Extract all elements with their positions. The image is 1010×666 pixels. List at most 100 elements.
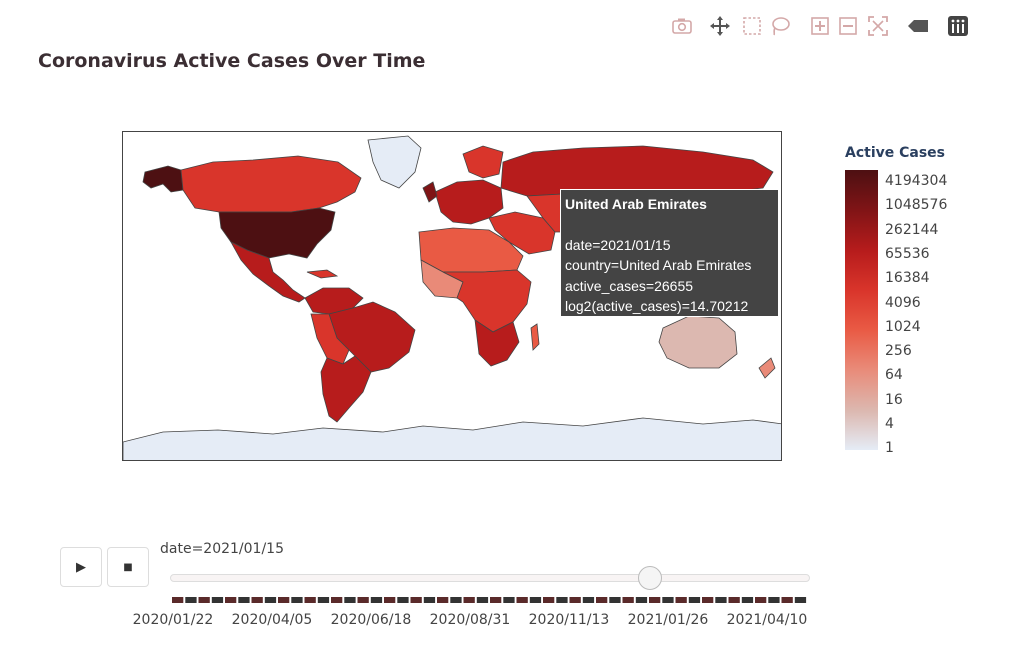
hover-tooltip: United Arab Emirates date=2021/01/15 cou… [560,189,779,317]
play-button[interactable]: ▶ [60,547,102,587]
slider-tick-mark [185,597,197,603]
country-antarctica [123,417,781,460]
country-australia [658,315,738,369]
tooltip-log-cases: log2(active_cases)=14.70212 [565,298,749,314]
slider-tick-label: 2020/06/18 [330,612,412,628]
slider-tick-mark [662,597,674,603]
slider-tick-mark [755,597,767,603]
slider-tick-mark [688,597,701,603]
slider-tick-label: 2021/01/26 [627,612,709,628]
country-colombia-venezuela [304,287,364,315]
colorbar [845,170,878,450]
colorbar-tick-label: 1048576 [885,197,948,214]
colorbar-tick-label: 256 [885,343,912,360]
slider-tick-marks [172,597,807,603]
slider-tick-mark [609,597,621,603]
country-scandinavia [462,145,504,179]
slider-tick-mark [450,597,462,603]
slider-tick-mark [410,597,422,603]
slider-tick-mark [317,597,330,603]
colorbar-tick-label: 1 [885,440,894,457]
slider-tick-mark [278,597,290,603]
slider-tick-mark [702,597,714,603]
stop-icon: ■ [123,561,133,573]
slider-tick-mark [251,597,263,603]
slider-tick-mark [423,597,436,603]
slider-tick-mark [728,597,740,603]
colorbar-tick-label: 65536 [885,245,930,262]
colorbar-tick-label: 262144 [885,221,939,238]
slider-tick-mark [384,597,396,603]
play-icon: ▶ [76,559,86,575]
colorbar-tick-label: 4194304 [885,173,948,189]
slider-tick-mark [741,597,754,603]
slider-tick-label: 2020/04/05 [231,612,313,628]
colorbar-tick-label: 16384 [885,270,930,287]
slider-rail[interactable] [170,574,810,582]
slider-tick-mark [635,597,648,603]
chart-title: Coronavirus Active Cases Over Time [38,50,426,72]
lasso-select-icon[interactable] [768,14,792,38]
tooltip-country: country=United Arab Emirates [565,257,752,273]
slider-tick-mark [397,597,409,603]
slider-tick-mark [238,597,250,603]
slider-tick-mark [543,597,555,603]
box-select-icon[interactable] [740,14,764,38]
colorbar-title: Active Cases [845,145,946,161]
country-western-europe [434,179,504,225]
choropleth-map[interactable] [122,131,782,461]
slider-current-label: date=2021/01/15 [160,541,284,557]
zoom-in-icon[interactable] [808,14,832,38]
colorbar-tick-label: 1024 [885,318,921,335]
hover-toggle-icon[interactable] [906,14,930,38]
slider-tick-mark [172,597,184,603]
slider-tick-mark [291,597,303,603]
camera-icon[interactable] [670,14,694,38]
slider-tick-label: 2020/11/13 [528,612,610,628]
slider-tick-mark [357,597,369,603]
slider-tick-mark [768,597,780,603]
zoom-out-icon[interactable] [836,14,860,38]
reset-axes-icon[interactable] [866,14,890,38]
country-argentina-chile [320,355,372,423]
slider-tick-mark [569,597,581,603]
slider-tick-mark [781,597,793,603]
slider-tick-mark [503,597,515,603]
country-south-africa [474,319,520,367]
country-turkey-mideast [488,211,556,255]
slider-tick-mark [198,597,210,603]
plotly-logo-icon[interactable] [946,14,970,38]
slider-tick-mark [490,597,502,603]
colorbar-tick-label: 4 [885,416,894,432]
colorbar-tick-label: 4096 [885,294,921,311]
colorbar-tick-label: 64 [885,367,903,384]
tooltip-title: United Arab Emirates [565,196,707,212]
pan-icon[interactable] [708,14,732,38]
country-canada [180,155,362,213]
country-greenland [367,135,422,189]
slider-tick-mark [331,597,343,603]
slider-tick-mark [516,597,528,603]
slider-tick-mark [370,597,383,603]
country-caribbean [306,269,339,279]
slider-tick-mark [225,597,237,603]
country-peru-bolivia [310,313,350,365]
slider-tick-mark [211,597,224,603]
slider-tick-mark [529,597,542,603]
slider-tick-mark [649,597,661,603]
slider-tick-mark [556,597,568,603]
stop-button[interactable]: ■ [107,547,149,587]
slider-tick-mark [476,597,489,603]
country-alaska [142,165,184,193]
slider-tick-mark [794,597,807,603]
slider-handle[interactable] [638,566,662,590]
slider-tick-label: 2021/04/10 [726,612,808,628]
slider-tick-label: 2020/08/31 [429,612,511,628]
slider-tick-mark [264,597,277,603]
tooltip-active-cases: active_cases=26655 [565,277,694,294]
slider-tick-label: 2020/01/22 [132,612,214,628]
slider-tick-mark [675,597,687,603]
slider-tick-mark [622,597,634,603]
colorbar-tick-label: 16 [885,391,903,408]
slider-tick-mark [344,597,356,603]
